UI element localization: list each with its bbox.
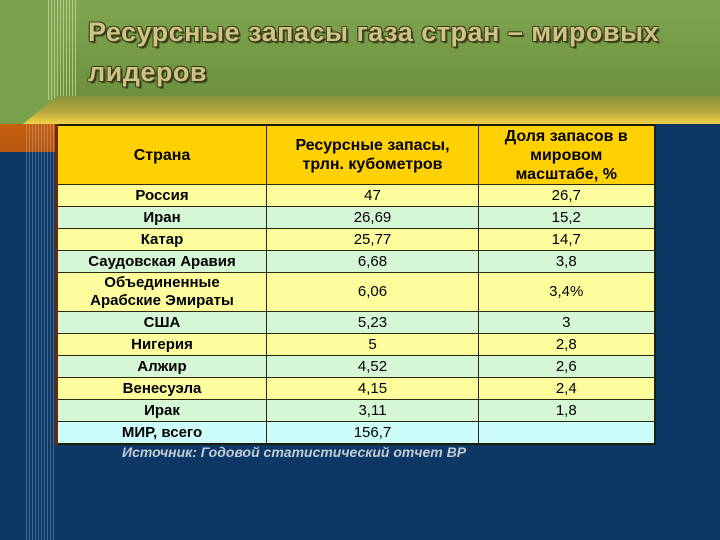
country-cell: Катар	[56, 228, 267, 251]
share-cell	[478, 421, 655, 445]
country-cell: Нигерия	[56, 333, 267, 356]
country-cell: Саудовская Аравия	[56, 250, 267, 273]
table-header-row: Страна Ресурсные запасы, трлн. кубометро…	[56, 124, 655, 185]
country-cell: Иран	[56, 206, 267, 229]
country-cell: Венесуэла	[56, 377, 267, 400]
reserves-cell: 3,11	[266, 399, 479, 422]
header-share-line-1: Доля запасов в	[504, 127, 628, 145]
country-cell: США	[56, 311, 267, 334]
reserves-cell: 156,7	[266, 421, 479, 445]
column-header-share: Доля запасов в мировом масштабе, %	[478, 124, 655, 185]
table-row-total: МИР, всего 156,7	[56, 421, 655, 445]
reserves-cell: 6,68	[266, 250, 479, 273]
share-cell: 3,8	[478, 250, 655, 273]
column-header-reserves: Ресурсные запасы, трлн. кубометров	[266, 124, 479, 185]
vertical-stripes-top-decoration	[46, 0, 77, 100]
vertical-stripes-bottom-decoration	[24, 124, 54, 540]
header-share-line-2: мировом	[530, 146, 603, 164]
table-row: Венесуэла 4,15 2,4	[56, 377, 655, 400]
column-header-country: Страна	[56, 124, 267, 185]
share-cell: 26,7	[478, 184, 655, 207]
country-cell: Россия	[56, 184, 267, 207]
header-reserves-line-2: трлн. кубометров	[302, 156, 443, 173]
source-note: Источник: Годовой статистический отчет B…	[122, 444, 467, 460]
table-row: Саудовская Аравия 6,68 3,8	[56, 250, 655, 273]
share-cell: 15,2	[478, 206, 655, 229]
share-cell: 2,6	[478, 355, 655, 378]
share-cell: 3	[478, 311, 655, 334]
share-cell: 3,4%	[478, 272, 655, 312]
slide-title: Ресурсные запасы газа стран – мировых ли…	[88, 12, 668, 92]
header-country-line: Страна	[133, 146, 191, 164]
country-cell: Объединенные Арабские Эмираты	[56, 272, 267, 312]
table-row: Катар 25,77 14,7	[56, 228, 655, 251]
header-reserves-line-1: Ресурсные запасы,	[295, 137, 450, 154]
share-cell: 1,8	[478, 399, 655, 422]
header-share-line-3: масштабе, %	[515, 165, 617, 183]
table-row: Объединенные Арабские Эмираты 6,06 3,4%	[56, 272, 655, 312]
country-cell: Ирак	[56, 399, 267, 422]
table-row: Иран 26,69 15,2	[56, 206, 655, 229]
reserves-cell: 4,15	[266, 377, 479, 400]
table-row: США 5,23 3	[56, 311, 655, 334]
reserves-cell: 5,23	[266, 311, 479, 334]
share-cell: 2,4	[478, 377, 655, 400]
country-cell: Алжир	[56, 355, 267, 378]
table-row: Алжир 4,52 2,6	[56, 355, 655, 378]
reserves-cell: 4,52	[266, 355, 479, 378]
slide-title-line-1: Ресурсные запасы газа стран – мировых	[88, 17, 660, 47]
reserves-cell: 5	[266, 333, 479, 356]
gas-reserves-table: Страна Ресурсные запасы, трлн. кубометро…	[55, 124, 656, 445]
share-cell: 14,7	[478, 228, 655, 251]
reserves-cell: 47	[266, 184, 479, 207]
reserves-cell: 6,06	[266, 272, 479, 312]
share-cell: 2,8	[478, 333, 655, 356]
country-cell: МИР, всего	[56, 421, 267, 445]
gold-divider-band	[23, 96, 720, 124]
orange-accent-block	[0, 124, 57, 152]
table-row: Ирак 3,11 1,8	[56, 399, 655, 422]
reserves-cell: 26,69	[266, 206, 479, 229]
table-row: Нигерия 5 2,8	[56, 333, 655, 356]
table-row: Россия 47 26,7	[56, 184, 655, 207]
slide-title-line-2: лидеров	[88, 57, 207, 87]
reserves-cell: 25,77	[266, 228, 479, 251]
top-green-band	[0, 0, 720, 96]
